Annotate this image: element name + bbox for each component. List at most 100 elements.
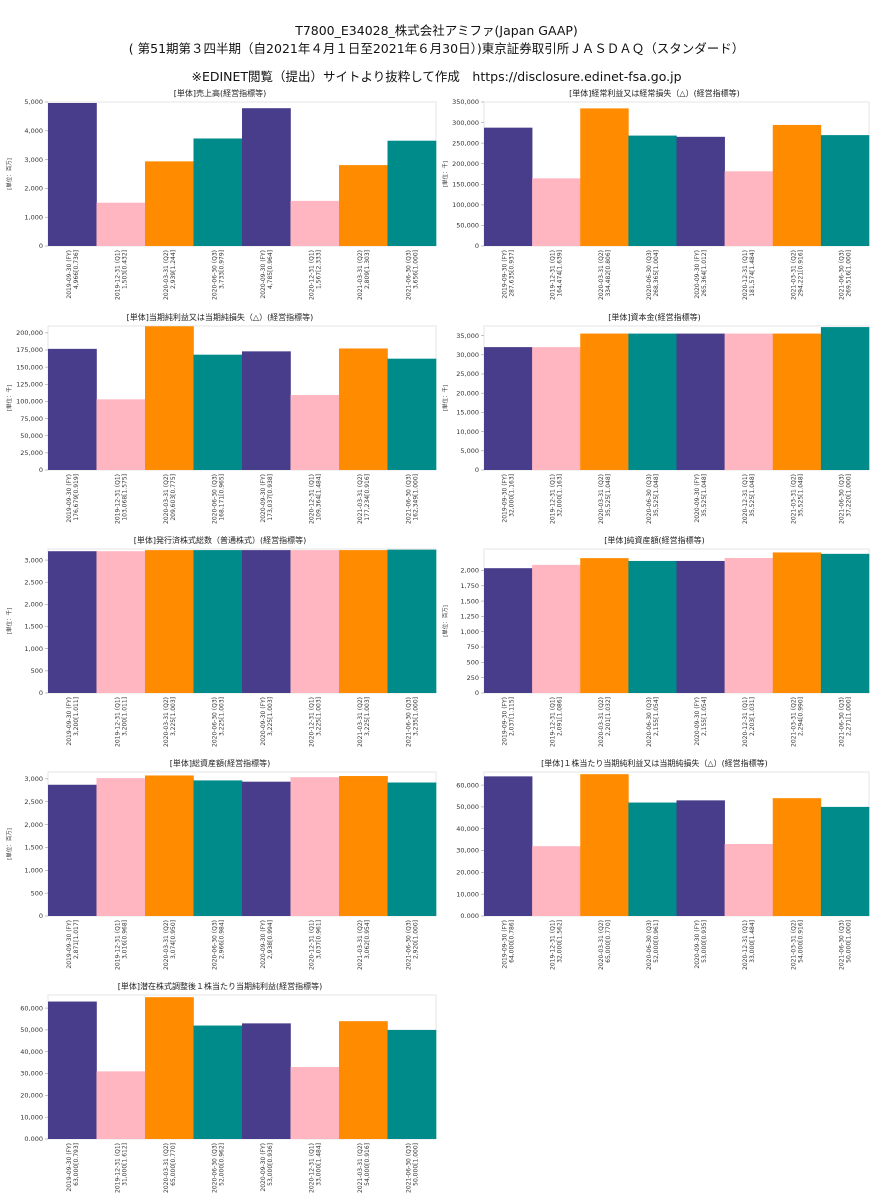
chart-panel: [単体]純資産額(経営指標等) 0 250 500 750 1,000 1,250 1,500… [436, 535, 873, 750]
x-tick-label-group: 2021-03-31 (Q2) 35,525[1.048] [790, 474, 804, 524]
y-tick-label: 20,000 [456, 869, 479, 877]
x-tick-label: 2021-06-30 (Q3) [838, 697, 845, 747]
y-tick-label: 0 [475, 689, 479, 697]
x-tick-label: 2021-03-31 (Q2) [790, 250, 797, 300]
x-tick-label: 2020-12-31 (Q1) [742, 250, 749, 300]
chart-panel: [単体]潜在株式調整後１株当たり当期純利益(経営指標等) 0.000 10,000 2… [0, 981, 440, 1200]
bar [387, 140, 437, 246]
y-tick-label: 175,000 [16, 346, 43, 354]
bar [387, 358, 437, 470]
bar [242, 1023, 291, 1139]
chart-svg: 0.000 10,000 20,000 30,000 40,000 50,000 60,00… [20, 994, 437, 1193]
chart-panel: [単体]総資産額(経営指標等) 0 500 1,000 1,500 2,000 2,500 3… [0, 758, 440, 973]
y-tick-label: 500 [31, 889, 43, 897]
x-tick-label-group: 2021-03-31 (Q2) 54,000[0.916] [357, 1143, 371, 1193]
bar [290, 1067, 340, 1139]
y-tick-label: 60,000 [456, 781, 479, 789]
x-tick-label-group: 2020-06-30 (Q3) 2,155[1.054] [646, 697, 660, 747]
x-tick-label: 168,171[0.965] [218, 474, 225, 521]
x-tick-label-group: 2019-09-30 (FY) 64,000[0.786] [502, 920, 516, 969]
x-tick-label-group: 2020-03-31 (Q2) 65,000[0.770] [598, 920, 612, 970]
bar [676, 560, 725, 693]
x-tick-label: 2019-12-31 (Q1) [114, 250, 121, 300]
y-tick-label: 1,500 [24, 623, 43, 631]
y-tick-label: 1,250 [460, 613, 479, 621]
chart-title: [単体]発行済株式総数（普通株式）(経営指標等) [133, 536, 307, 545]
y-tick-label: 150,000 [452, 180, 479, 188]
x-tick-label: 3,225[1.003] [364, 697, 371, 736]
x-tick-label: 2019-12-31 (Q1) [114, 1143, 121, 1193]
x-tick-label-group: 2021-06-30 (Q3) 50,000[1.000] [838, 920, 852, 970]
y-axis-label: [単位：千] [5, 608, 13, 634]
y-tick-label: 2,000 [460, 567, 479, 575]
chart-svg: 05001,0001,5002,0002,5003,000[単位：千]@Murh… [5, 548, 437, 747]
y-tick-label: 40,000 [456, 825, 479, 833]
x-tick-label: 2020-09-30 (FY) [694, 474, 701, 523]
x-tick-label-group: 2019-12-31 (Q1) 103,068[1.575] [114, 474, 128, 524]
x-tick-label: 2,966[0.984] [218, 920, 225, 959]
y-tick-label: 0 [475, 242, 479, 250]
bar [96, 778, 146, 916]
x-tick-label: 2,155[1.054] [653, 697, 660, 736]
y-tick-label: 1,000 [460, 628, 479, 636]
x-tick-label: 2020-06-30 (Q3) [646, 474, 653, 524]
x-tick-label: 2020-12-31 (Q1) [308, 1143, 315, 1193]
bar [145, 997, 194, 1139]
x-tick-label: 2021-03-31 (Q2) [357, 1143, 364, 1193]
y-tick-label: 125,000 [16, 380, 43, 388]
x-tick-label: 2,871[1.017] [73, 920, 80, 959]
x-tick-label-group: 2020-12-31 (Q1) 3,225[1.003] [308, 697, 322, 747]
x-tick-label: 2020-03-31 (Q2) [163, 920, 170, 970]
page-title: T7800_E34028_株式会社アミファ(Japan GAAP) [295, 23, 578, 38]
x-tick-label: 50,000[1.000] [412, 1143, 419, 1186]
x-tick-label: 2020-06-30 (Q3) [211, 920, 218, 970]
x-tick-label: 2021-06-30 (Q3) [838, 250, 845, 300]
x-tick-label-group: 2019-12-31 (Q1) 32,000[1.163] [550, 474, 564, 524]
bar [628, 802, 677, 916]
y-tick-label: 100,000 [452, 201, 479, 209]
bar [772, 124, 822, 246]
x-tick-label: 2020-09-30 (FY) [260, 250, 267, 299]
y-tick-label: 0 [39, 242, 43, 250]
bar [484, 347, 533, 470]
x-tick-label-group: 2020-06-30 (Q3) 52,000[0.962] [211, 1143, 225, 1193]
bar [387, 549, 437, 693]
x-tick-label: 2,294[0.990] [797, 697, 804, 736]
y-tick-label: 250,000 [452, 139, 479, 147]
x-tick-label-group: 2020-09-30 (FY) 173,037[0.938] [260, 474, 274, 523]
x-tick-label: 2020-12-31 (Q1) [308, 474, 315, 524]
x-tick-label: 1,567[2.333] [315, 250, 322, 289]
y-axis-label: [単位：百万] [5, 828, 13, 860]
y-tick-label: 1,750 [460, 582, 479, 590]
bar [48, 348, 97, 470]
bar [724, 844, 774, 916]
x-tick-label-group: 2020-09-30 (FY) 265,364[1.012] [694, 250, 708, 299]
bar [724, 171, 774, 246]
y-tick-label: 15,000 [456, 409, 479, 417]
x-tick-label-group: 2020-03-31 (Q2) 3,074[0.950] [163, 920, 177, 970]
x-tick-label: 269,516[1.000] [845, 250, 852, 297]
x-tick-label-group: 2021-03-31 (Q2) 177,234[0.916] [357, 474, 371, 524]
y-tick-label: 500 [467, 659, 479, 667]
x-tick-label: 2020-06-30 (Q3) [211, 697, 218, 747]
y-axis-label: [単位：千] [5, 385, 13, 411]
x-tick-label-group: 2020-06-30 (Q3) 268,365[1.004] [646, 250, 660, 300]
x-tick-label: 3,074[0.950] [170, 920, 177, 959]
x-tick-label-group: 2020-12-31 (Q1) 2,203[1.031] [742, 697, 756, 747]
x-tick-label: 53,000[0.935] [701, 920, 708, 963]
x-tick-label-group: 2019-12-31 (Q1) 2,091[1.086] [550, 697, 564, 747]
x-tick-label: 2,271[1.000] [845, 697, 852, 736]
x-tick-label: 65,000[0.770] [170, 1143, 177, 1186]
bar [580, 558, 629, 693]
bar [772, 552, 822, 693]
bar [484, 568, 533, 693]
x-tick-label: 31,000[1.612] [121, 1143, 128, 1186]
x-tick-label-group: 2020-09-30 (FY) 2,155[1.054] [694, 697, 708, 746]
y-tick-label: 0 [39, 912, 43, 920]
bar [724, 558, 774, 693]
x-tick-label-group: 2019-09-30 (FY) 4,966[0.736] [66, 250, 80, 299]
x-tick-label: 176,679[0.919] [73, 474, 80, 521]
y-tick-label: 30,000 [456, 351, 479, 359]
bar [193, 138, 243, 246]
bar [820, 327, 870, 470]
